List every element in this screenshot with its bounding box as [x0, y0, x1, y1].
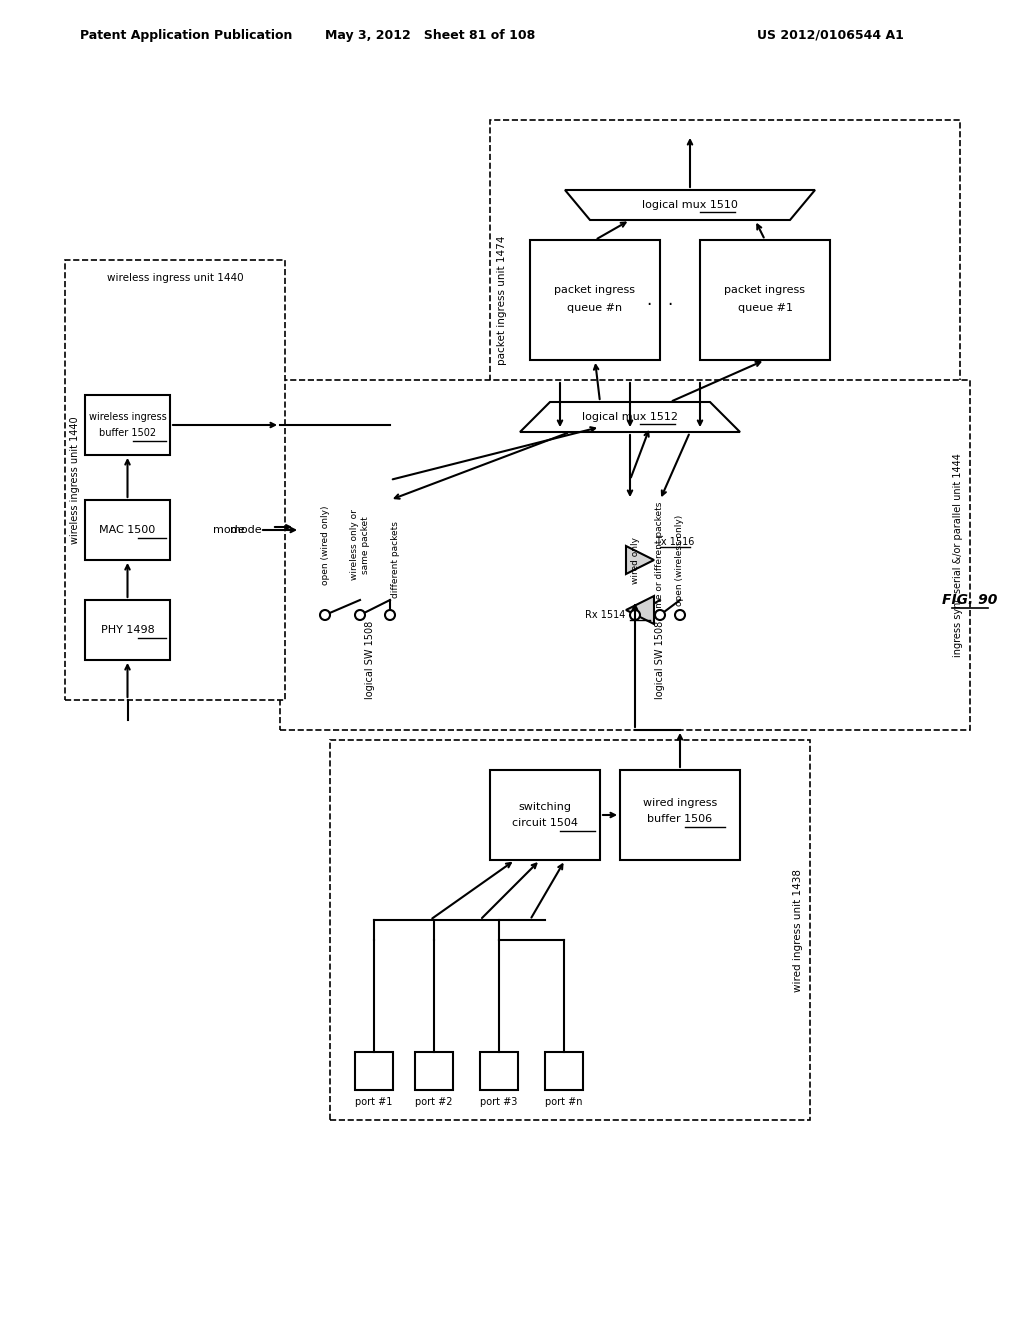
- Text: packet ingress: packet ingress: [725, 285, 806, 294]
- Text: Patent Application Publication: Patent Application Publication: [80, 29, 293, 41]
- Polygon shape: [565, 190, 815, 220]
- FancyBboxPatch shape: [620, 770, 740, 861]
- Text: buffer 1502: buffer 1502: [99, 428, 156, 438]
- FancyBboxPatch shape: [65, 260, 285, 700]
- Text: port #2: port #2: [416, 1097, 453, 1107]
- Circle shape: [319, 610, 330, 620]
- Text: logical SW 1508: logical SW 1508: [655, 620, 665, 700]
- Text: port #1: port #1: [355, 1097, 392, 1107]
- Polygon shape: [626, 597, 654, 624]
- FancyBboxPatch shape: [280, 380, 970, 730]
- Polygon shape: [626, 546, 654, 574]
- FancyBboxPatch shape: [85, 601, 170, 660]
- Text: queue #1: queue #1: [737, 304, 793, 313]
- FancyBboxPatch shape: [330, 741, 810, 1119]
- FancyBboxPatch shape: [480, 1052, 518, 1090]
- FancyBboxPatch shape: [530, 240, 660, 360]
- Text: logical mux 1512: logical mux 1512: [582, 412, 678, 422]
- Text: wired only: wired only: [631, 536, 640, 583]
- Text: port #n: port #n: [545, 1097, 583, 1107]
- FancyBboxPatch shape: [415, 1052, 453, 1090]
- FancyBboxPatch shape: [355, 1052, 393, 1090]
- Text: mode: mode: [230, 525, 262, 535]
- Text: FIG. 90: FIG. 90: [942, 593, 997, 607]
- Polygon shape: [520, 403, 740, 432]
- Text: wireless ingress: wireless ingress: [89, 412, 166, 422]
- Text: logical SW 1508: logical SW 1508: [365, 620, 375, 700]
- Text: packet ingress unit 1474: packet ingress unit 1474: [497, 235, 507, 364]
- Text: Tx 1516: Tx 1516: [655, 537, 694, 546]
- Text: wireless ingress unit 1440: wireless ingress unit 1440: [106, 273, 244, 282]
- Text: mode: mode: [213, 525, 245, 535]
- Text: queue #n: queue #n: [567, 304, 623, 313]
- Text: . . .: . . .: [647, 290, 673, 309]
- Text: logical mux 1510: logical mux 1510: [642, 201, 738, 210]
- Text: circuit 1504: circuit 1504: [512, 818, 578, 828]
- Text: ingress sync serial &/or parallel unit 1444: ingress sync serial &/or parallel unit 1…: [953, 453, 963, 657]
- Text: Rx 1514: Rx 1514: [585, 610, 626, 620]
- Text: wired ingress: wired ingress: [643, 799, 717, 808]
- Text: open (wireless only): open (wireless only): [676, 515, 684, 606]
- FancyBboxPatch shape: [490, 770, 600, 861]
- Text: US 2012/0106544 A1: US 2012/0106544 A1: [757, 29, 903, 41]
- Text: May 3, 2012   Sheet 81 of 108: May 3, 2012 Sheet 81 of 108: [325, 29, 536, 41]
- Text: buffer 1506: buffer 1506: [647, 814, 713, 824]
- Text: MAC 1500: MAC 1500: [99, 525, 156, 535]
- FancyBboxPatch shape: [85, 500, 170, 560]
- Circle shape: [355, 610, 365, 620]
- Circle shape: [385, 610, 395, 620]
- Text: packet ingress: packet ingress: [555, 285, 636, 294]
- FancyBboxPatch shape: [700, 240, 830, 360]
- Text: wireless only or
same packet: wireless only or same packet: [350, 510, 370, 581]
- Text: different packets: different packets: [390, 521, 399, 598]
- FancyBboxPatch shape: [490, 120, 961, 480]
- Text: PHY 1498: PHY 1498: [100, 624, 155, 635]
- Circle shape: [655, 610, 665, 620]
- FancyBboxPatch shape: [85, 395, 170, 455]
- Text: switching: switching: [518, 803, 571, 812]
- Text: same or different packets: same or different packets: [655, 502, 665, 618]
- Text: open (wired only): open (wired only): [321, 506, 330, 585]
- Circle shape: [675, 610, 685, 620]
- Text: port #3: port #3: [480, 1097, 518, 1107]
- Text: wireless ingress unit 1440: wireless ingress unit 1440: [70, 416, 80, 544]
- FancyBboxPatch shape: [545, 1052, 583, 1090]
- Text: wired ingress unit 1438: wired ingress unit 1438: [793, 869, 803, 991]
- Circle shape: [630, 610, 640, 620]
